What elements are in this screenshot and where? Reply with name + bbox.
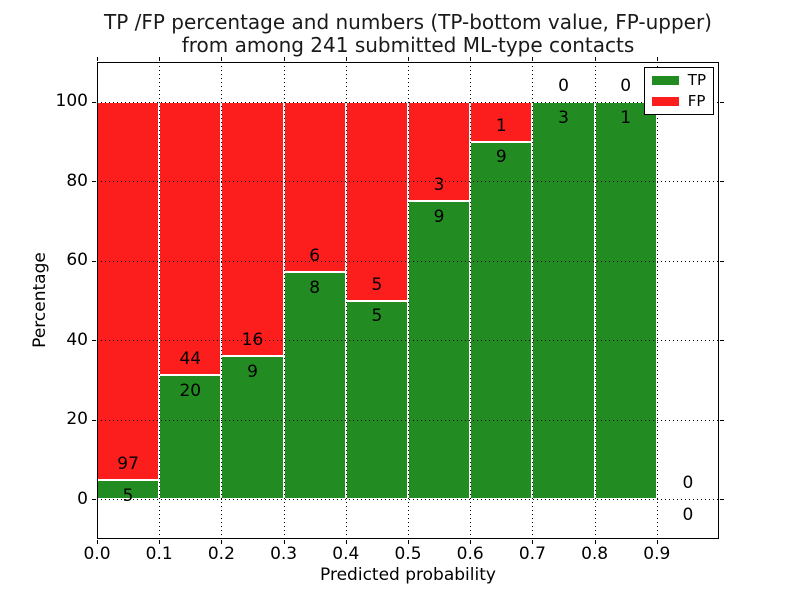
x-tick-label: 0.7	[518, 544, 546, 564]
y-tick-mark-right	[720, 340, 724, 342]
y-tick-mark	[92, 101, 96, 103]
legend-item-tp: TP	[651, 71, 706, 89]
x-tick-mark-top	[470, 57, 472, 61]
x-tick-mark	[345, 540, 347, 544]
x-tick-mark-top	[221, 57, 223, 61]
x-tick-mark-top	[532, 57, 534, 61]
x-tick-mark	[408, 540, 409, 544]
axes-frame	[97, 62, 719, 539]
x-tick-mark-top	[97, 57, 98, 61]
x-tick-label: 0.9	[643, 544, 671, 564]
y-tick-mark-right	[720, 181, 724, 183]
plot-area: 97 5 44 20 16 9 6 8 5 5 3 9 1 9 0 3 0 1 0 0 TP FP	[97, 62, 719, 539]
chart-title-line2: from among 241 submitted ML-type contact…	[181, 33, 635, 57]
y-tick-label: 20	[66, 409, 88, 430]
legend-label-fp: FP	[687, 92, 706, 110]
x-tick-mark-top	[656, 57, 658, 61]
y-tick-label: 40	[66, 329, 88, 350]
x-tick-label: 0.8	[581, 544, 609, 564]
y-tick-mark	[92, 260, 96, 262]
y-tick-mark	[92, 181, 96, 183]
x-tick-mark	[283, 540, 285, 544]
x-tick-label: 0.2	[207, 544, 235, 564]
x-tick-mark-top	[159, 57, 161, 61]
x-tick-mark-top	[345, 57, 347, 61]
y-tick-label: 100	[55, 91, 88, 112]
legend-swatch-fp	[651, 97, 679, 106]
chart-title-line1: TP /FP percentage and numbers (TP-bottom…	[104, 10, 712, 34]
x-tick-mark-top	[408, 57, 409, 61]
x-tick-mark-top	[594, 57, 596, 61]
y-tick-label: 80	[66, 170, 88, 191]
legend-swatch-tp	[651, 76, 679, 85]
y-tick-mark-right	[720, 260, 724, 262]
y-tick-label: 0	[77, 488, 88, 509]
x-tick-label: 0.5	[394, 544, 422, 564]
x-tick-label: 0.4	[332, 544, 360, 564]
x-tick-mark-top	[283, 57, 285, 61]
chart-title: TP /FP percentage and numbers (TP-bottom…	[97, 11, 719, 57]
x-axis-label: Predicted probability	[320, 565, 496, 585]
x-tick-label: 0.1	[145, 544, 173, 564]
x-tick-label: 0.3	[270, 544, 298, 564]
x-tick-mark	[594, 540, 596, 544]
x-tick-label: 0.6	[456, 544, 484, 564]
x-tick-mark	[159, 540, 161, 544]
x-tick-mark	[97, 540, 98, 544]
y-tick-label: 60	[66, 250, 88, 271]
x-tick-mark	[532, 540, 534, 544]
x-tick-mark	[656, 540, 658, 544]
legend-item-fp: FP	[651, 92, 706, 110]
y-tick-mark	[92, 419, 96, 421]
legend: TP FP	[643, 67, 714, 115]
x-tick-mark	[221, 540, 223, 544]
x-tick-label: 0.0	[83, 544, 111, 564]
y-tick-mark	[92, 499, 96, 501]
legend-label-tp: TP	[687, 71, 706, 89]
y-tick-mark-right	[720, 499, 724, 501]
y-tick-mark	[92, 340, 96, 342]
y-tick-mark-right	[720, 419, 724, 421]
x-tick-mark	[470, 540, 472, 544]
y-tick-mark-right	[720, 101, 724, 103]
